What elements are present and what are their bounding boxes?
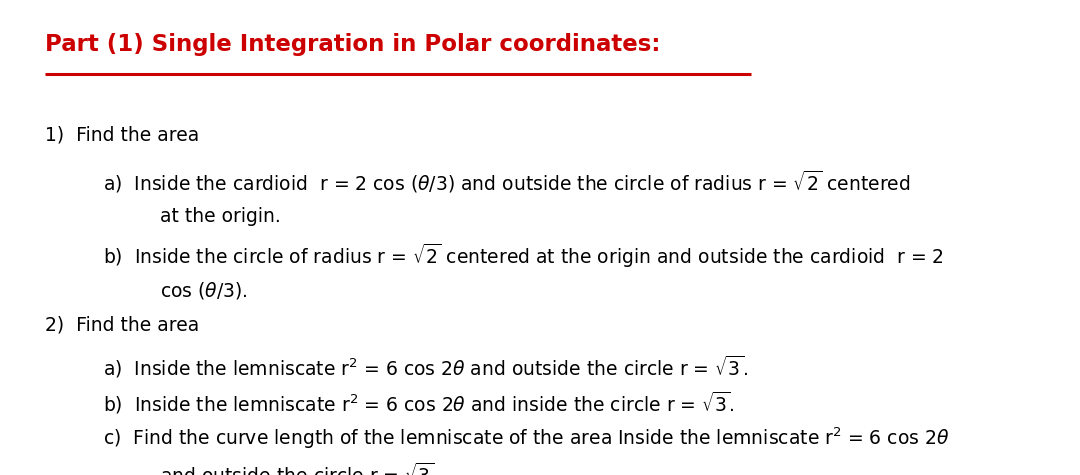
Text: a)  Inside the cardioid  r = 2 cos ($\theta$/3) and outside the circle of radius: a) Inside the cardioid r = 2 cos ($\thet… [103, 169, 910, 195]
Text: 1)  Find the area: 1) Find the area [45, 126, 200, 145]
Text: cos ($\theta$/3).: cos ($\theta$/3). [160, 280, 247, 301]
Text: b)  Inside the circle of radius r = $\sqrt{2}$ centered at the origin and outsid: b) Inside the circle of radius r = $\sqr… [103, 242, 944, 270]
Text: b)  Inside the lemniscate r$^{2}$ = 6 cos 2$\theta$ and inside the circle r = $\: b) Inside the lemniscate r$^{2}$ = 6 cos… [103, 390, 734, 416]
Text: at the origin.: at the origin. [160, 207, 281, 226]
Text: 2)  Find the area: 2) Find the area [45, 316, 200, 335]
Text: Part (1) Single Integration in Polar coordinates:: Part (1) Single Integration in Polar coo… [45, 33, 661, 56]
Text: c)  Find the curve length of the lemniscate of the area Inside the lemniscate r$: c) Find the curve length of the lemnisca… [103, 425, 949, 451]
Text: a)  Inside the lemniscate r$^{2}$ = 6 cos 2$\theta$ and outside the circle r = $: a) Inside the lemniscate r$^{2}$ = 6 cos… [103, 354, 747, 380]
Text: and outside the circle r = $\sqrt{3}$.: and outside the circle r = $\sqrt{3}$. [160, 463, 437, 475]
